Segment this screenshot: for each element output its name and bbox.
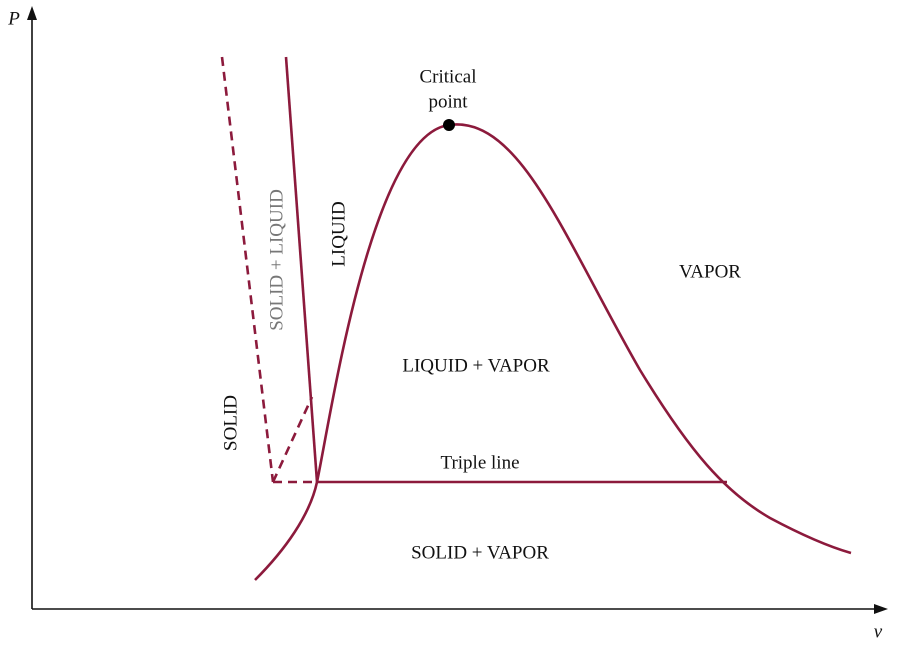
- region-label: LIQUID + VAPOR: [402, 355, 550, 376]
- triple-line-label: Triple line: [441, 452, 520, 473]
- critical-point-label: Critical: [420, 66, 477, 87]
- x-axis-label: v: [874, 621, 883, 642]
- region-label: VAPOR: [679, 261, 741, 282]
- y-axis-label: P: [7, 8, 20, 29]
- liquid-line-dashed: [271, 396, 314, 483]
- x-axis-arrow: [874, 604, 888, 614]
- melting-line: [284, 56, 319, 483]
- region-label: SOLID: [220, 395, 241, 451]
- region-label: SOLID + VAPOR: [411, 542, 549, 563]
- region-label: SOLID + LIQUID: [266, 189, 287, 331]
- saturation-curve: [254, 123, 852, 581]
- critical-point-label: point: [428, 91, 468, 112]
- region-label: LIQUID: [328, 201, 349, 266]
- melting-line-dashed: [220, 56, 275, 483]
- y-axis-arrow: [27, 6, 37, 20]
- critical-point: [443, 119, 455, 131]
